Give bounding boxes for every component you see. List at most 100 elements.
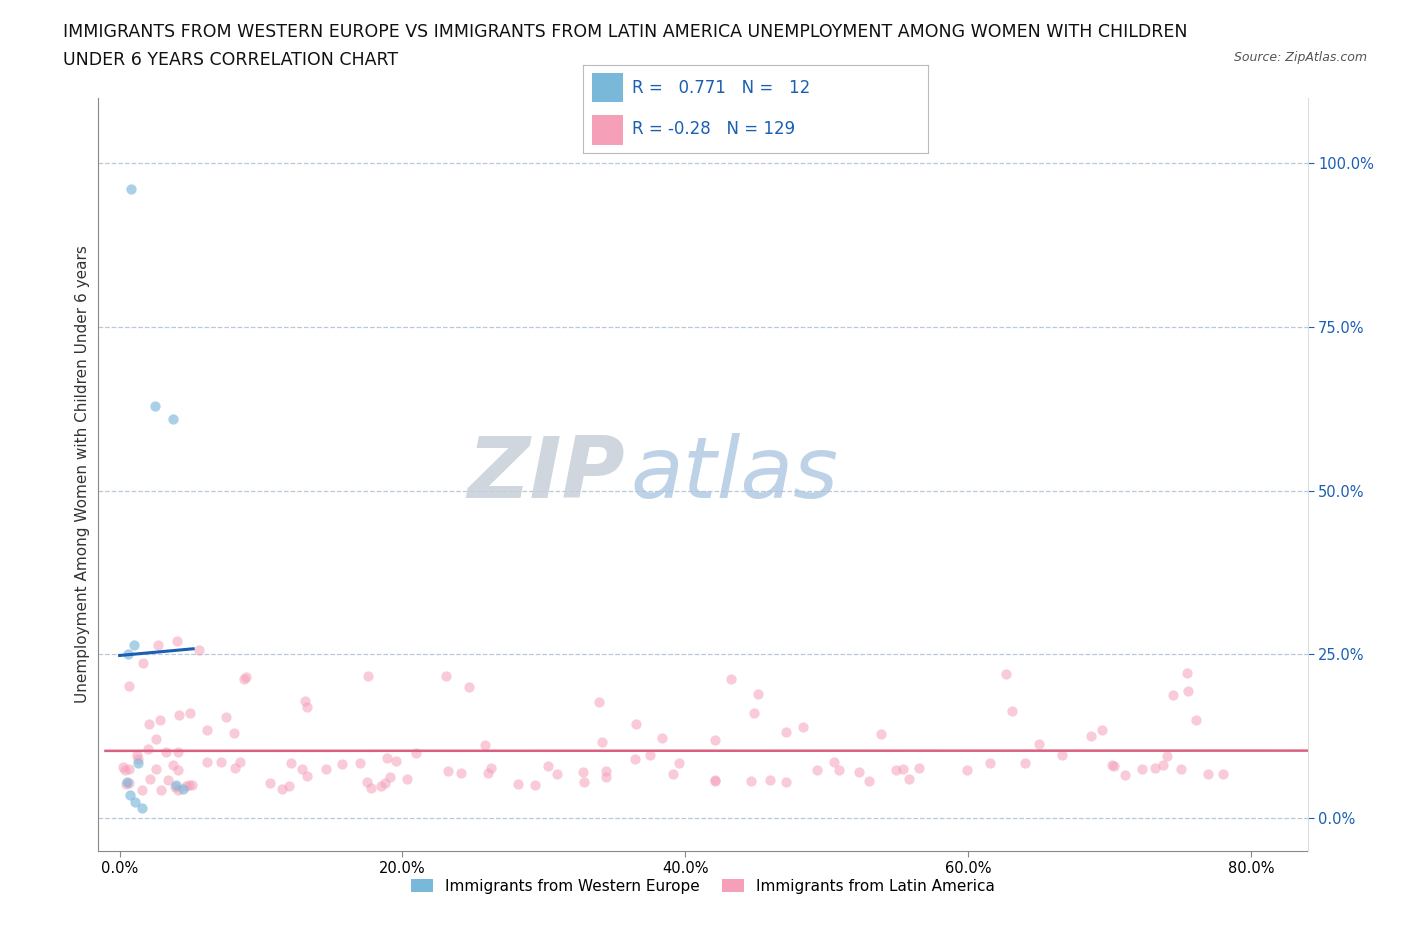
Point (823, 754, 845, 769)
Point (280, 756, 302, 771)
Text: ZIP: ZIP (467, 432, 624, 516)
Point (374, 776, 396, 790)
Point (759, 773, 782, 788)
Point (662, 766, 685, 781)
Point (1091, 723, 1114, 737)
Point (120, 182, 142, 197)
Point (124, 794, 146, 809)
Point (434, 669, 457, 684)
Point (546, 767, 568, 782)
Point (884, 763, 907, 777)
Point (157, 772, 180, 787)
Point (668, 755, 690, 770)
Point (572, 775, 595, 790)
Point (591, 735, 613, 750)
Point (1156, 748, 1178, 763)
Point (1177, 684, 1199, 698)
Point (145, 762, 167, 777)
Point (209, 755, 232, 770)
Point (1185, 712, 1208, 727)
Point (235, 670, 257, 684)
Point (792, 720, 814, 735)
Point (1144, 761, 1167, 776)
Point (703, 774, 725, 789)
Point (626, 717, 648, 732)
Point (163, 779, 186, 794)
Point (595, 770, 617, 785)
Point (508, 777, 530, 791)
Point (450, 765, 472, 780)
Point (188, 643, 211, 658)
Point (858, 774, 880, 789)
Point (174, 778, 197, 793)
Point (384, 753, 406, 768)
Point (479, 760, 502, 775)
Point (167, 708, 190, 723)
Point (167, 763, 190, 777)
Point (704, 733, 727, 748)
Point (720, 671, 742, 686)
Legend: Immigrants from Western Europe, Immigrants from Latin America: Immigrants from Western Europe, Immigran… (405, 872, 1001, 900)
Point (1212, 766, 1234, 781)
Point (638, 748, 661, 763)
Point (122, 637, 145, 652)
Point (229, 754, 252, 769)
Point (537, 759, 560, 774)
Point (127, 751, 149, 766)
Point (1101, 757, 1123, 772)
Point (315, 762, 337, 777)
Point (1050, 748, 1073, 763)
Point (259, 776, 281, 790)
Point (146, 638, 169, 653)
Point (377, 751, 399, 765)
Point (624, 751, 647, 766)
Point (775, 775, 797, 790)
Point (139, 772, 162, 787)
Point (740, 774, 762, 789)
Point (474, 738, 496, 753)
Point (378, 769, 401, 784)
Point (172, 781, 194, 796)
Point (356, 775, 378, 790)
Point (349, 755, 371, 770)
Point (278, 778, 301, 793)
Point (1080, 728, 1102, 743)
Point (166, 783, 188, 798)
Point (117, 647, 139, 662)
Point (1102, 758, 1125, 773)
Point (114, 777, 136, 791)
Point (588, 695, 610, 710)
Point (395, 772, 418, 787)
Point (118, 679, 141, 694)
Point (143, 398, 166, 413)
Text: Source: ZipAtlas.com: Source: ZipAtlas.com (1233, 51, 1367, 64)
Point (136, 742, 159, 757)
Point (149, 782, 172, 797)
Point (222, 725, 245, 740)
Point (155, 745, 177, 760)
Point (179, 706, 201, 721)
Point (908, 761, 931, 776)
Point (994, 666, 1017, 681)
Point (118, 788, 141, 803)
Point (145, 731, 167, 746)
Point (806, 763, 828, 777)
Point (458, 680, 481, 695)
Point (1152, 758, 1174, 773)
Point (1114, 768, 1136, 783)
Point (742, 706, 765, 721)
Point (357, 669, 380, 684)
Point (215, 710, 238, 724)
Text: IMMIGRANTS FROM WESTERN EUROPE VS IMMIGRANTS FROM LATIN AMERICA UNEMPLOYMENT AMO: IMMIGRANTS FROM WESTERN EUROPE VS IMMIGR… (63, 23, 1188, 41)
Point (294, 694, 316, 709)
Point (524, 777, 547, 792)
Point (891, 761, 914, 776)
Point (291, 762, 314, 777)
Point (166, 634, 188, 649)
Point (177, 777, 200, 792)
Text: R =   0.771   N =   12: R = 0.771 N = 12 (631, 79, 810, 97)
Point (1175, 666, 1198, 681)
Point (897, 772, 920, 787)
Point (180, 777, 202, 792)
Point (848, 765, 870, 780)
